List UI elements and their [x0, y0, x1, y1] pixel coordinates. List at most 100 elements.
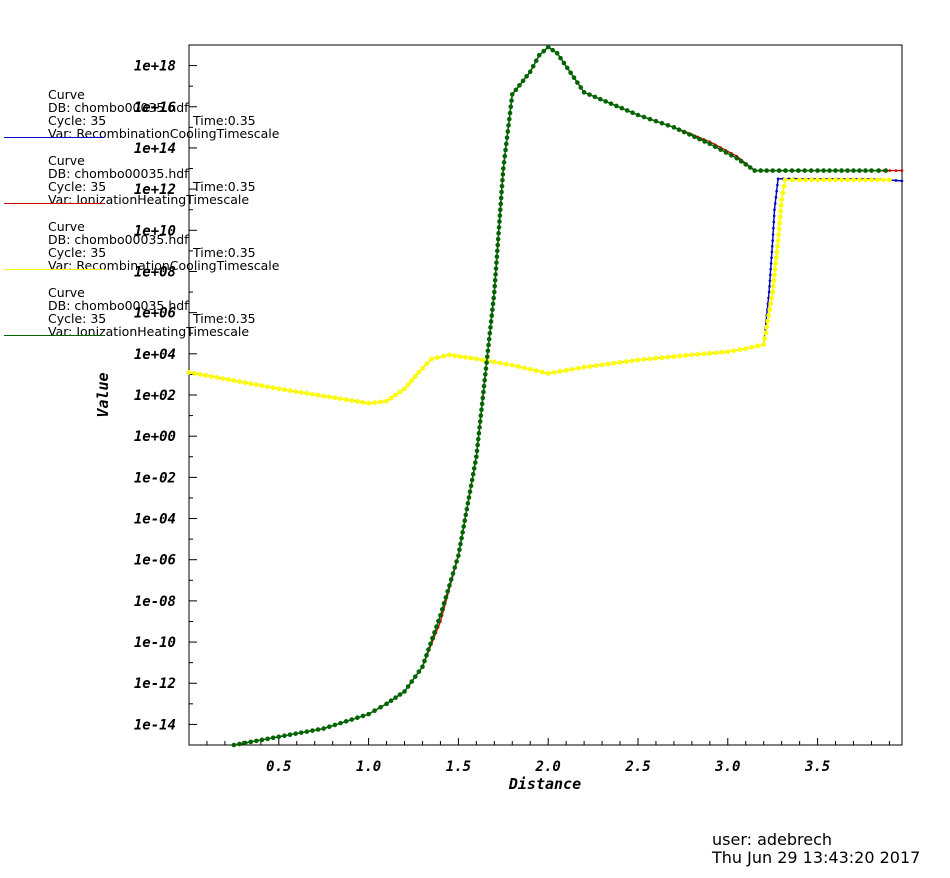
data-point — [483, 366, 489, 371]
data-point — [665, 354, 671, 360]
data-point — [447, 583, 452, 588]
data-point — [428, 641, 433, 647]
data-point — [447, 352, 452, 358]
data-point — [479, 357, 485, 363]
data-point — [349, 398, 355, 403]
data-point — [469, 477, 475, 483]
data-point — [734, 155, 740, 161]
data-point — [821, 177, 826, 183]
data-point — [409, 679, 415, 684]
data-point — [354, 399, 360, 404]
data-point — [439, 607, 445, 612]
data-point — [776, 168, 782, 173]
data-point — [707, 141, 713, 147]
data-point — [203, 373, 209, 378]
data-point — [539, 369, 545, 375]
data-point — [479, 407, 484, 413]
legend-time: Time:0.35 — [193, 245, 256, 260]
data-point — [697, 136, 702, 142]
data-point — [851, 177, 856, 183]
data-point — [772, 266, 778, 272]
data-point — [360, 399, 366, 405]
legend-label: Curve — [48, 285, 85, 300]
data-point — [857, 177, 862, 183]
data-point — [484, 354, 490, 360]
data-point — [770, 168, 775, 173]
data-point — [501, 160, 507, 165]
data-point — [214, 375, 220, 380]
data-point — [480, 395, 486, 401]
data-point — [462, 518, 468, 524]
data-point — [809, 177, 815, 183]
data-point — [769, 267, 772, 271]
y-tick-label: 1e-02 — [134, 470, 176, 486]
data-point — [845, 177, 850, 183]
legend-name: Var: RecombinationCoolingTimescale — [48, 126, 280, 141]
data-point — [468, 483, 474, 489]
data-point — [490, 307, 495, 313]
series-2 — [186, 177, 892, 406]
data-point — [815, 168, 820, 173]
y-tick-label: 1e+08 — [134, 264, 176, 280]
data-point — [777, 214, 783, 220]
data-point — [499, 183, 505, 189]
data-point — [781, 183, 787, 189]
data-point — [712, 144, 718, 150]
data-point — [483, 372, 488, 377]
data-point — [755, 343, 761, 349]
data-point — [472, 460, 478, 465]
data-point — [707, 350, 713, 356]
legend-time: Time:0.35 — [193, 311, 256, 326]
data-point — [416, 669, 422, 675]
data-point — [416, 369, 422, 375]
data-point — [349, 717, 355, 722]
legend-entry: Curve DB: chombo00035.hdf Cycle: 35 Time:0.… — [4, 220, 334, 286]
data-point — [366, 400, 371, 406]
x-tick-label: 3.5 — [804, 759, 830, 775]
data-point — [412, 674, 418, 679]
data-point — [507, 110, 513, 116]
data-point — [293, 731, 298, 736]
data-point — [253, 382, 259, 388]
data-point — [767, 290, 771, 294]
legend-label: Curve — [48, 87, 85, 102]
data-point — [777, 220, 783, 226]
data-point — [393, 392, 398, 398]
data-point — [315, 727, 321, 732]
data-point — [248, 739, 254, 745]
data-point — [808, 168, 814, 173]
data-point — [457, 547, 462, 553]
data-point — [536, 52, 542, 58]
data-point — [276, 386, 282, 392]
data-point — [624, 108, 630, 113]
data-point — [796, 168, 801, 173]
data-point — [248, 381, 254, 387]
legend-db: DB: chombo00035.hdf — [48, 166, 189, 181]
data-point — [608, 101, 614, 106]
data-point — [493, 266, 499, 271]
data-point — [575, 365, 581, 371]
data-point — [477, 419, 483, 424]
data-point — [438, 612, 443, 618]
data-point — [766, 312, 772, 318]
data-point — [474, 448, 480, 454]
data-point — [729, 153, 734, 158]
data-point — [623, 359, 629, 365]
data-point — [434, 624, 439, 630]
data-point — [495, 242, 501, 248]
data-point — [310, 728, 315, 733]
data-point — [641, 357, 647, 362]
legend-time: Time:0.35 — [193, 113, 256, 128]
data-point — [603, 99, 608, 104]
data-point — [497, 360, 503, 366]
legend-swatch — [4, 269, 104, 270]
data-point — [558, 55, 563, 61]
data-point — [783, 168, 788, 173]
data-point — [671, 125, 677, 130]
data-point — [713, 350, 719, 356]
data-point — [338, 396, 343, 402]
data-point — [887, 177, 892, 183]
data-point — [768, 279, 772, 282]
data-point — [768, 285, 771, 288]
data-point — [420, 664, 425, 670]
